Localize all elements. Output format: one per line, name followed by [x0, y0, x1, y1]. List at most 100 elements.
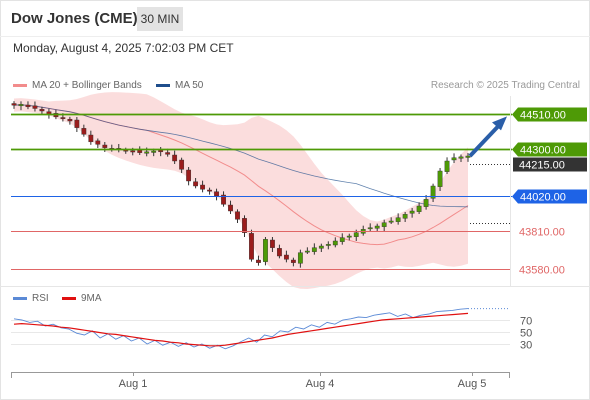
candle-body	[346, 235, 352, 238]
ma9-label: 9MA	[81, 293, 102, 304]
last-price-value: 44215.00	[519, 160, 565, 172]
candle-body	[367, 227, 373, 230]
candle-body	[32, 105, 38, 109]
candle-body	[388, 220, 394, 223]
candle-body	[423, 199, 429, 207]
candle-body	[81, 128, 87, 135]
candle-body	[263, 239, 268, 262]
candles	[11, 101, 471, 268]
resistance-tag	[512, 142, 587, 157]
candle-body	[270, 239, 275, 248]
bollinger-band	[14, 92, 468, 289]
support-value: 43810.00	[519, 227, 565, 239]
candle-body	[130, 150, 136, 153]
chart-header: Dow Jones (CME) 30 MIN	[0, 0, 590, 36]
candle-body	[437, 170, 443, 187]
candle-body	[256, 259, 261, 263]
header-divider	[0, 36, 590, 37]
time-tick-label: Aug 1	[119, 378, 148, 390]
candle-body	[179, 159, 185, 170]
ma9-swatch	[62, 296, 76, 300]
candle-body	[284, 254, 289, 260]
ma50-label: MA 50	[175, 80, 204, 91]
candle-body	[374, 225, 380, 229]
rsi-swatch	[13, 296, 27, 300]
last-price-tag	[513, 157, 587, 172]
candle-body	[228, 204, 233, 212]
rsi-tick-label: 70	[520, 316, 532, 328]
candle-body	[39, 108, 45, 112]
timestamp: Monday, August 4, 2025 7:02:03 PM CET	[13, 41, 234, 55]
candle-body	[465, 155, 471, 158]
candle-body	[381, 222, 387, 227]
candle-body	[444, 160, 450, 172]
legend-9ma: 9MA	[62, 293, 102, 304]
candle-body	[304, 250, 310, 253]
candle-body	[88, 134, 94, 143]
ma50-line	[13, 104, 469, 208]
candle-body	[325, 244, 331, 246]
candle-body	[290, 259, 296, 263]
candle-body	[409, 210, 415, 214]
candle-body	[318, 245, 324, 249]
candle-body	[200, 184, 205, 190]
candle-body	[74, 119, 80, 128]
ma20-label: MA 20 + Bollinger Bands	[32, 80, 142, 91]
ma20-swatch	[13, 83, 27, 87]
legend-rsi: RSI	[13, 293, 49, 304]
research-credit: Research © 2025 Trading Central	[430, 80, 580, 91]
candle-body	[151, 150, 157, 153]
candle-body	[311, 247, 317, 252]
rsi-tick-label: 30	[520, 340, 532, 352]
candle-body	[214, 191, 219, 197]
time-tick-label: Aug 4	[306, 378, 335, 390]
candle-body	[60, 117, 66, 119]
pivot-value: 44020.00	[520, 192, 566, 204]
candle-body	[430, 185, 436, 199]
candle-body	[242, 218, 247, 233]
rsi-ma9-line	[13, 312, 469, 347]
legend-ma20: MA 20 + Bollinger Bands	[13, 80, 142, 91]
candle-body	[353, 232, 359, 237]
candle-body	[207, 189, 212, 192]
candle-body	[332, 240, 338, 246]
candle-body	[297, 252, 303, 264]
candle-body	[172, 154, 178, 162]
rsi-line	[13, 308, 469, 350]
candle-body	[193, 181, 198, 187]
candle-body	[165, 152, 171, 155]
candle-body	[416, 205, 422, 212]
candle-body	[11, 103, 17, 106]
resistance-value: 44510.00	[520, 110, 566, 122]
candle-body	[458, 156, 464, 159]
candle-body	[395, 217, 401, 222]
candle-body	[221, 194, 226, 205]
candle-body	[95, 140, 101, 145]
scenario-arrow-head	[492, 116, 507, 131]
support-value: 43580.00	[519, 265, 565, 277]
ma50-swatch	[156, 83, 170, 87]
resistance-value: 44300.00	[520, 145, 566, 157]
rsi-tick-label: 50	[520, 328, 532, 340]
candle-body	[144, 151, 150, 154]
instrument-title: Dow Jones (CME)	[11, 10, 138, 27]
candle-body	[25, 104, 31, 108]
candle-body	[18, 104, 24, 107]
candle-body	[235, 211, 240, 220]
candle-body	[277, 248, 282, 257]
legend-ma50: MA 50	[156, 80, 203, 91]
candle-body	[102, 144, 108, 148]
pivot-tag	[512, 189, 587, 204]
time-tick-label: Aug 5	[458, 378, 487, 390]
candle-body	[249, 233, 254, 260]
rsi-label: RSI	[32, 293, 49, 304]
candle-body	[67, 118, 73, 122]
resistance-tag	[512, 107, 587, 122]
interval-badge[interactable]: 30 MIN	[137, 7, 183, 31]
candle-body	[186, 169, 192, 182]
scenario-arrow-shaft	[468, 122, 502, 158]
candle-body	[402, 214, 408, 219]
candle-body	[451, 157, 457, 161]
candle-body	[339, 237, 345, 242]
